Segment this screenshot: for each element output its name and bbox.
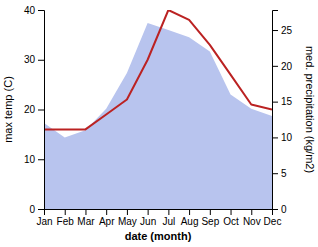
tick-label: Apr bbox=[99, 216, 115, 227]
tick-label: 15 bbox=[281, 96, 293, 107]
tick-label: Nov bbox=[243, 216, 261, 227]
tick-label: Aug bbox=[181, 216, 199, 227]
tick: 0 bbox=[272, 204, 287, 215]
tick-mark bbox=[189, 209, 190, 215]
tick-label: 40 bbox=[24, 5, 36, 16]
axis-line bbox=[38, 11, 45, 210]
tick: Jun bbox=[140, 209, 156, 227]
tick: 25 bbox=[272, 25, 293, 36]
tick: Mar bbox=[77, 209, 95, 227]
tick-mark bbox=[38, 110, 44, 111]
tick-mark bbox=[272, 66, 278, 67]
tick-mark bbox=[38, 159, 44, 160]
chart: JanFebMarAprMayJunJulAugSepOctNovDec0102… bbox=[0, 0, 318, 247]
tick-mark bbox=[272, 173, 278, 174]
tick-mark bbox=[38, 10, 44, 11]
tick-label: Jan bbox=[36, 216, 52, 227]
area bbox=[44, 23, 272, 209]
tick: May bbox=[118, 209, 137, 227]
tick-label: Dec bbox=[264, 216, 282, 227]
tick: 5 bbox=[272, 168, 287, 179]
tick: 0 bbox=[29, 204, 44, 215]
tick-label: 0 bbox=[281, 204, 287, 215]
tick: Nov bbox=[243, 209, 261, 227]
y2-axis-title: med. precipitation (kg/m2) bbox=[304, 46, 316, 173]
tick-mark bbox=[272, 137, 278, 138]
tick: Jan bbox=[36, 209, 52, 227]
tick-label: 10 bbox=[281, 132, 293, 143]
tick-mark bbox=[65, 209, 66, 215]
tick-mark bbox=[148, 209, 149, 215]
tick-label: 20 bbox=[281, 61, 293, 72]
tick-mark bbox=[168, 209, 169, 215]
tick-label: 30 bbox=[24, 54, 36, 65]
tick-mark bbox=[272, 102, 278, 103]
x-axis-title: date (month) bbox=[125, 230, 192, 242]
tick-label: Mar bbox=[77, 216, 95, 227]
y2-axis: 0 5 10 15 20 25 bbox=[272, 11, 293, 215]
x-axis: Jan FebMar AprMayJun Jul AugSep Oct NovDec bbox=[36, 209, 281, 227]
tick-mark bbox=[127, 209, 128, 215]
tick: Jul bbox=[162, 209, 175, 227]
tick: Feb bbox=[57, 209, 75, 227]
tick: 30 bbox=[24, 54, 44, 65]
y-axis: 0 10 20 30 40 bbox=[24, 5, 45, 215]
tick-label: Sep bbox=[201, 216, 219, 227]
tick-label: 25 bbox=[281, 25, 293, 36]
axis-line bbox=[45, 210, 273, 216]
tick-mark bbox=[231, 209, 232, 215]
axis-line bbox=[273, 11, 279, 210]
tick: 20 bbox=[24, 104, 44, 115]
tick: Oct bbox=[223, 209, 239, 227]
tick: Aug bbox=[181, 209, 199, 227]
tick-mark bbox=[85, 209, 86, 215]
line bbox=[44, 10, 272, 129]
tick: Apr bbox=[99, 209, 115, 227]
tick: Sep bbox=[201, 209, 219, 227]
tick-mark bbox=[38, 60, 44, 61]
tick-mark bbox=[272, 209, 278, 210]
tick-label: May bbox=[118, 216, 137, 227]
tick-label: 5 bbox=[281, 168, 287, 179]
chart-container: JanFebMarAprMayJunJulAugSepOctNovDec0102… bbox=[0, 0, 318, 247]
marks bbox=[44, 10, 272, 209]
tick-label: 10 bbox=[24, 154, 36, 165]
tick: 20 bbox=[272, 61, 293, 72]
tick-mark bbox=[106, 209, 107, 215]
tick-label: Oct bbox=[223, 216, 239, 227]
tick: 10 bbox=[272, 132, 293, 143]
tick-mark bbox=[38, 209, 44, 210]
tick: Dec bbox=[264, 209, 282, 227]
tick: 10 bbox=[24, 154, 44, 165]
plot-root: JanFebMarAprMayJunJulAugSepOctNovDec0102… bbox=[2, 5, 316, 242]
tick: 40 bbox=[24, 5, 44, 16]
tick-label: Feb bbox=[57, 216, 75, 227]
y-axis-title: max temp (C) bbox=[2, 76, 14, 143]
tick-label: Jun bbox=[140, 216, 156, 227]
tick-label: 0 bbox=[29, 204, 35, 215]
tick-mark bbox=[210, 209, 211, 215]
tick-label: 20 bbox=[24, 104, 36, 115]
tick-mark bbox=[272, 30, 278, 31]
tick-mark bbox=[251, 209, 252, 215]
tick-label: Jul bbox=[162, 216, 175, 227]
tick: 15 bbox=[272, 96, 293, 107]
